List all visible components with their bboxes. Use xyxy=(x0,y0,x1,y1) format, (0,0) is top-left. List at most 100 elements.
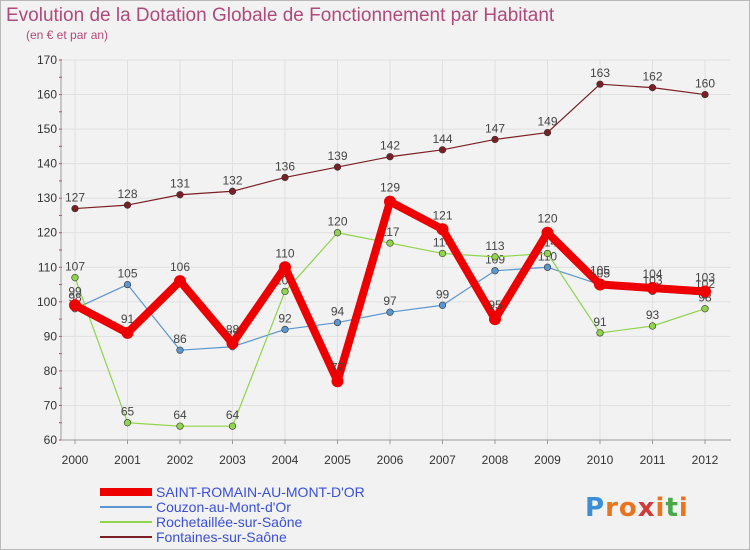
data-point xyxy=(333,229,342,237)
y-tick-label: 90 xyxy=(44,329,58,343)
data-point xyxy=(701,305,709,313)
x-tick-label: 2001 xyxy=(114,453,141,467)
data-point xyxy=(489,313,501,326)
x-tick-label: 2010 xyxy=(587,453,614,467)
x-tick-label: 2006 xyxy=(377,453,404,467)
logo-letter: P xyxy=(585,493,606,523)
data-label: 128 xyxy=(117,187,137,201)
data-point xyxy=(646,282,659,294)
data-point xyxy=(543,263,552,271)
logo-letter: i xyxy=(678,493,689,523)
data-point xyxy=(69,299,81,312)
data-point xyxy=(438,146,447,154)
y-tick-label: 60 xyxy=(44,433,58,447)
data-label: 99 xyxy=(68,284,82,298)
x-tick-label: 2003 xyxy=(219,453,246,467)
y-tick-label: 70 xyxy=(44,398,58,412)
y-tick-label: 110 xyxy=(38,260,57,274)
data-label: 160 xyxy=(695,77,715,91)
data-point xyxy=(699,285,711,298)
data-point xyxy=(176,191,184,199)
data-point xyxy=(281,287,289,296)
x-tick-label: 2011 xyxy=(640,453,666,467)
data-point xyxy=(596,80,604,88)
chart-title: Evolution de la Dotation Globale de Fonc… xyxy=(6,5,555,26)
data-label: 147 xyxy=(485,121,505,135)
data-point xyxy=(438,249,447,258)
data-label: 95 xyxy=(488,298,502,312)
data-label: 106 xyxy=(170,260,190,274)
data-point xyxy=(281,325,289,334)
data-label: 93 xyxy=(646,308,660,322)
x-tick-label: 2000 xyxy=(62,453,89,467)
data-label: 136 xyxy=(275,159,295,173)
data-label: 120 xyxy=(537,212,557,226)
data-label: 121 xyxy=(432,208,452,222)
data-label: 105 xyxy=(590,264,610,278)
data-label: 129 xyxy=(380,181,400,195)
x-tick-label: 2002 xyxy=(167,453,194,467)
data-point xyxy=(71,274,79,282)
data-point xyxy=(176,346,184,354)
plot-area xyxy=(61,60,731,440)
data-point xyxy=(333,318,342,327)
data-label: 97 xyxy=(383,294,397,308)
data-label: 142 xyxy=(380,139,400,153)
logo-letter: o xyxy=(618,493,638,523)
data-point xyxy=(596,329,604,337)
y-tick-label: 150 xyxy=(37,122,57,136)
chart-subtitle: (en € et par an) xyxy=(26,28,109,42)
data-label: 110 xyxy=(275,246,294,260)
data-label: 131 xyxy=(170,177,190,191)
data-label: 92 xyxy=(278,311,292,325)
data-label: 105 xyxy=(117,267,137,281)
y-tick-label: 80 xyxy=(44,364,58,378)
data-label: 77 xyxy=(331,360,345,374)
data-label: 149 xyxy=(537,115,557,129)
data-point xyxy=(333,163,342,171)
data-point xyxy=(123,280,132,289)
data-point xyxy=(543,128,552,137)
data-point xyxy=(543,249,552,258)
data-point xyxy=(386,153,394,161)
data-point xyxy=(386,239,394,247)
logo-letter: x xyxy=(637,493,656,523)
data-label: 91 xyxy=(121,312,135,326)
data-label: 64 xyxy=(173,408,187,422)
data-point xyxy=(123,201,132,209)
data-label: 162 xyxy=(642,70,662,84)
data-point xyxy=(121,326,134,339)
data-point xyxy=(279,261,291,274)
data-point xyxy=(331,375,344,388)
data-label: 65 xyxy=(121,405,135,419)
legend-label: Fontaines-sur-Saône xyxy=(156,529,287,545)
data-label: 103 xyxy=(695,270,715,284)
data-point xyxy=(648,84,657,92)
data-label: 144 xyxy=(432,132,452,146)
data-label: 139 xyxy=(327,149,347,163)
data-point xyxy=(491,135,499,144)
data-point xyxy=(226,337,239,350)
x-tick-label: 2008 xyxy=(482,453,509,467)
data-point xyxy=(123,419,132,427)
data-point xyxy=(541,226,554,239)
data-label: 91 xyxy=(593,315,607,329)
logo-letter: r xyxy=(605,493,619,523)
legend-label: Rochetaillée-sur-Saône xyxy=(156,514,303,530)
logo-letter: i xyxy=(655,493,666,523)
data-point xyxy=(438,301,447,309)
data-label: 132 xyxy=(222,173,242,187)
data-label: 86 xyxy=(173,332,187,346)
y-tick-label: 120 xyxy=(37,226,57,240)
data-point xyxy=(701,90,709,99)
y-tick-label: 130 xyxy=(37,191,57,205)
data-label: 120 xyxy=(327,215,347,229)
data-point xyxy=(228,422,237,430)
data-point xyxy=(648,322,657,330)
data-point xyxy=(491,253,499,261)
logo-letter: t xyxy=(665,493,679,523)
y-tick-label: 100 xyxy=(37,295,57,309)
proxiti-logo: Proxiti xyxy=(585,493,689,523)
data-point xyxy=(384,195,396,208)
